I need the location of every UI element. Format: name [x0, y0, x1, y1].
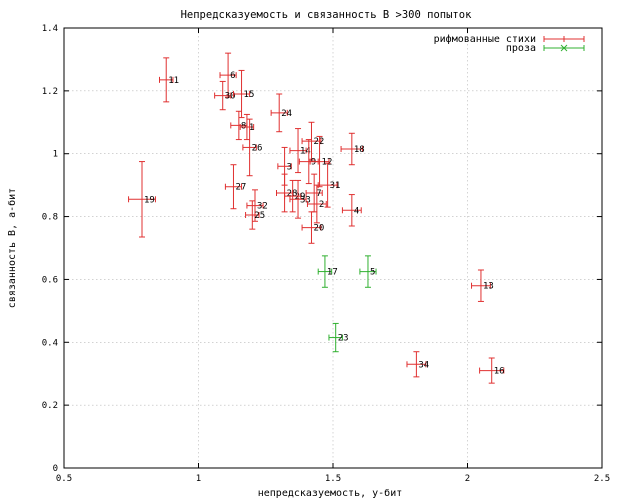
- point-label: 32: [257, 202, 268, 212]
- data-point: [289, 179, 307, 219]
- data-point: [214, 80, 232, 111]
- data-point: [276, 173, 294, 213]
- point-label: 11: [168, 76, 179, 86]
- legend-sample: [543, 36, 585, 42]
- data-point: [301, 211, 322, 244]
- y-tick-label: 0: [53, 464, 58, 474]
- point-label: 23: [338, 334, 349, 344]
- y-tick-label: 0.4: [42, 338, 58, 348]
- data-point: [219, 52, 237, 98]
- point-label: 27: [235, 183, 246, 193]
- data-point: [246, 189, 264, 222]
- legend-sample-marker: [560, 44, 568, 52]
- data-point: [224, 164, 243, 210]
- point-label: 20: [313, 224, 324, 234]
- y-tick-label: 1: [53, 150, 58, 160]
- y-tick-label: 0.8: [42, 213, 58, 223]
- point-label: 7: [316, 189, 321, 199]
- data-point: [341, 194, 362, 227]
- point-label: 33: [300, 195, 311, 205]
- data-point: [479, 357, 505, 384]
- point-label: 12: [322, 158, 333, 168]
- point-label: 13: [483, 282, 494, 292]
- point-label: 18: [354, 145, 365, 155]
- point-label: 28: [287, 189, 298, 199]
- x-tick-label: 2.5: [594, 474, 610, 484]
- data-point: [317, 255, 333, 288]
- point-label: 8: [241, 121, 246, 131]
- point-label: 6: [230, 71, 235, 81]
- legend-samples: [543, 36, 585, 52]
- data-point: [158, 57, 174, 103]
- point-label: 4: [354, 206, 359, 216]
- data-point: [328, 322, 343, 353]
- data-point: [128, 161, 156, 238]
- point-label: 17: [327, 268, 338, 278]
- legend: рифмованные стихи проза: [434, 33, 585, 54]
- data-point: [317, 162, 338, 208]
- data-point: [359, 255, 377, 288]
- y-axis-label: связанность В, а-бит: [6, 188, 18, 308]
- point-label: 16: [494, 367, 505, 377]
- data-point: [471, 269, 491, 302]
- point-label: 29: [295, 192, 306, 202]
- data-point: [289, 128, 307, 174]
- axis-ticks: 0.5 1 1.5 2 2.5 0 0.2 0.4 0.6 0.8 1 1.2 1.4: [42, 24, 610, 484]
- point-label: 14: [300, 147, 311, 157]
- chart-title: Непредсказуемость и связанность В >300 п…: [181, 9, 472, 21]
- y-tick-label: 1.4: [42, 24, 58, 34]
- point-label: 15: [244, 90, 255, 100]
- x-tick-label: 1.5: [325, 474, 341, 484]
- data-point: [232, 69, 251, 119]
- x-tick-label: 2: [465, 474, 470, 484]
- point-label: 22: [313, 137, 324, 147]
- data-point: [340, 132, 364, 166]
- data-point: [309, 135, 330, 188]
- point-label: 24: [281, 109, 292, 119]
- x-tick-label: 1: [196, 474, 201, 484]
- point-label: 26: [252, 143, 263, 153]
- point-label: 31: [330, 181, 341, 191]
- legend-entry-0-label: рифмованные стихи: [434, 33, 536, 45]
- point-label: 5: [370, 268, 375, 278]
- data-point: [301, 121, 322, 161]
- point-label: 25: [254, 211, 265, 221]
- legend-entry-1-label: проза: [506, 43, 536, 54]
- data-point: [406, 351, 427, 378]
- point-label: 3: [287, 162, 292, 172]
- legend-sample: [543, 44, 585, 52]
- x-axis-label: непредсказуемость, у-бит: [258, 487, 403, 499]
- data-point: [230, 110, 248, 141]
- data-point: [242, 118, 257, 177]
- data-point: [270, 93, 288, 133]
- point-label: 1: [249, 123, 254, 133]
- grid-lines: [64, 28, 602, 468]
- point-label: 34: [418, 360, 429, 370]
- y-tick-label: 0.2: [42, 401, 58, 411]
- point-label: 19: [144, 195, 155, 205]
- data-point: [306, 184, 327, 224]
- point-label: 2: [319, 200, 324, 210]
- data-point: [245, 200, 260, 230]
- y-tick-label: 1.2: [42, 87, 58, 97]
- data-point: [239, 113, 255, 141]
- point-label: 30: [225, 92, 236, 102]
- y-tick-label: 0.6: [42, 275, 58, 285]
- x-tick-label: 0.5: [56, 474, 72, 484]
- point-label: 9: [311, 158, 316, 168]
